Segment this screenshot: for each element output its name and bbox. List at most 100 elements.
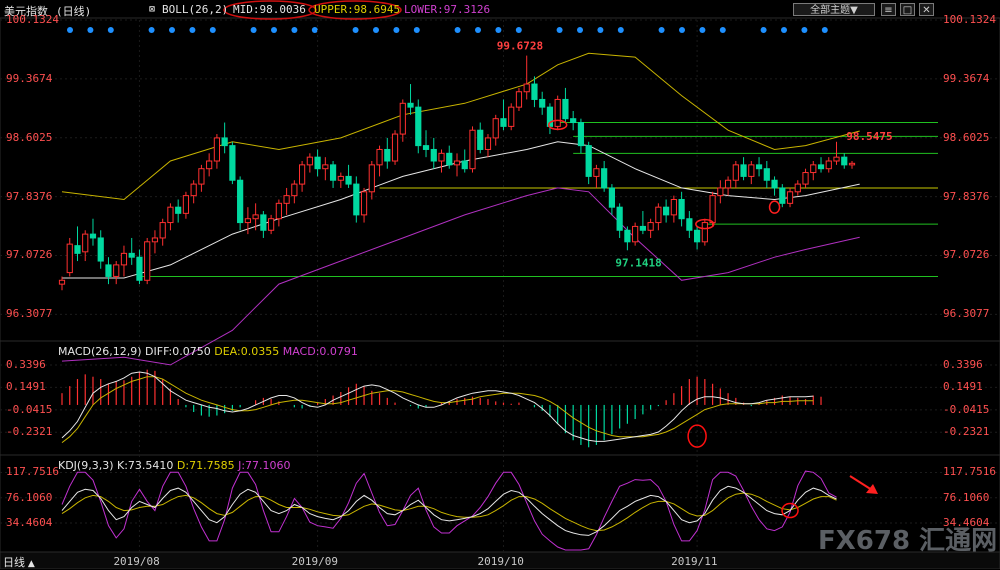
candle-body: [717, 187, 724, 197]
candle: [639, 211, 646, 235]
candle-body: [655, 206, 662, 224]
candle: [144, 237, 151, 285]
candle: [686, 211, 693, 238]
macd-tick-left: 0.1491: [6, 380, 46, 394]
candle: [701, 218, 708, 246]
daily-tab[interactable]: 日线 ▲: [3, 554, 35, 570]
candle-body: [167, 206, 174, 224]
candle-body: [399, 102, 406, 135]
candle-body: [740, 164, 747, 177]
candle: [229, 141, 236, 185]
candle-body: [221, 137, 228, 147]
boll-label: BOLL(26,2): [162, 3, 229, 16]
x-tick-label: 2019/09: [291, 555, 338, 568]
macd-diff-line: [61, 371, 814, 442]
candle-body: [298, 164, 306, 185]
candle: [539, 91, 546, 115]
candle-body: [368, 164, 375, 193]
kdj-d-line: [61, 492, 837, 532]
candle-body: [771, 179, 778, 189]
candle-body: [477, 129, 484, 150]
boll-lower-line: [61, 187, 860, 366]
highlight-circle: [547, 119, 568, 131]
chevron-down-icon: ▼: [850, 5, 858, 16]
signal-dot: [87, 27, 94, 33]
collapse-icon[interactable]: ⊠: [149, 4, 156, 15]
candle-body: [229, 145, 236, 181]
candle: [368, 161, 375, 200]
signal-dot: [291, 27, 298, 33]
candle-body: [786, 191, 794, 204]
candle-body: [693, 229, 701, 243]
candle-body: [531, 83, 538, 100]
candle: [314, 149, 321, 177]
candle-body: [89, 233, 97, 239]
candle: [298, 161, 306, 192]
candle: [291, 180, 298, 204]
candle-body: [794, 183, 801, 193]
signal-dot: [577, 27, 583, 33]
candle: [306, 153, 313, 173]
candle-body: [113, 264, 120, 277]
signal-dot: [352, 27, 359, 33]
signal-dot: [271, 27, 277, 33]
candle: [717, 180, 724, 204]
signal-dot: [556, 27, 563, 33]
candle: [252, 203, 259, 231]
kdj-params: KDJ(9,3,3): [58, 459, 114, 472]
candle-body: [376, 148, 383, 166]
candle: [732, 161, 739, 188]
candle: [484, 134, 492, 158]
candle: [198, 164, 205, 192]
candle: [182, 191, 190, 219]
candle-body: [159, 222, 166, 239]
candle: [391, 130, 399, 165]
candle-body: [732, 164, 739, 181]
candle-body: [82, 233, 89, 253]
index-title: 美元指数: [4, 5, 48, 18]
boll-mid-value: MID:98.0036: [233, 3, 306, 16]
candle-body: [647, 222, 654, 231]
candle-body: [198, 168, 205, 185]
candle: [663, 199, 670, 223]
candle: [360, 187, 368, 223]
candle-body: [570, 118, 577, 124]
signal-dot: [454, 27, 461, 33]
candle-body: [484, 137, 492, 150]
candle-body: [237, 179, 244, 224]
candle-body: [306, 156, 313, 166]
candle-body: [291, 183, 298, 197]
candle: [353, 176, 360, 223]
candle: [66, 237, 73, 277]
candle: [531, 76, 538, 108]
candle-body: [415, 106, 422, 147]
candle: [724, 176, 732, 196]
candle: [136, 249, 143, 285]
close-icon[interactable]: ✕: [919, 3, 934, 16]
price-annotation: 98.5475: [846, 130, 892, 143]
chevron-up-icon: ▲: [25, 559, 35, 569]
candle: [477, 122, 484, 154]
top-header: 美元指数 (日线) ⊠ BOLL(26,2) MID:98.0036 UPPER…: [0, 0, 1000, 18]
candle-body: [701, 222, 708, 243]
candle: [740, 157, 747, 181]
macd-tick-right: -0.2321: [943, 425, 990, 439]
price-tick-right: 98.6025: [943, 130, 990, 144]
candle: [399, 99, 406, 142]
candle-body: [500, 118, 507, 127]
candle: [105, 257, 112, 285]
candle: [82, 230, 89, 262]
kdj-tick-right: 117.7516: [943, 465, 996, 479]
theme-dropdown[interactable]: 全部主题▼: [793, 3, 875, 16]
candle-body: [562, 98, 569, 120]
candle-body: [624, 229, 631, 243]
maximize-icon[interactable]: □: [900, 3, 915, 16]
candle: [322, 157, 329, 181]
price-tick-right: 97.8376: [943, 189, 990, 203]
candle-body: [724, 179, 732, 189]
candle-body: [841, 156, 848, 166]
period-label: (日线): [56, 5, 92, 18]
settings-icon[interactable]: ≡: [881, 3, 896, 16]
price-tick-right: 100.1324: [943, 13, 996, 26]
candle: [345, 164, 352, 188]
